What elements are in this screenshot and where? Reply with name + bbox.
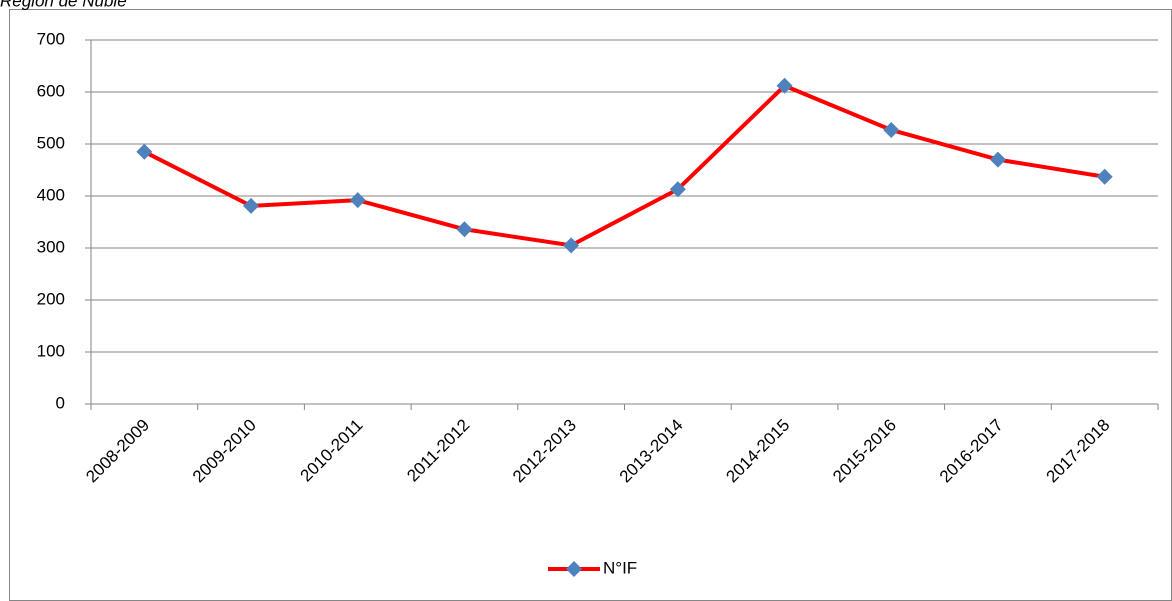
y-tick-label: 200 — [37, 289, 65, 308]
data-point — [1096, 168, 1113, 185]
data-point — [243, 197, 260, 214]
chart-title: Región de Ñuble — [0, 0, 127, 10]
y-tick-label: 400 — [37, 185, 65, 204]
chart-border — [9, 9, 1172, 601]
y-tick-label: 100 — [37, 341, 65, 360]
y-tick-label: 500 — [37, 133, 65, 152]
legend-label: N°IF — [603, 558, 637, 577]
series-line — [143, 83, 1105, 248]
data-point — [883, 121, 900, 138]
y-tick-label: 600 — [37, 81, 65, 100]
y-tick-label: 300 — [37, 237, 65, 256]
data-point — [563, 237, 580, 254]
y-tick-label: 0 — [56, 393, 65, 412]
data-point — [136, 143, 153, 160]
data-point — [989, 151, 1006, 168]
legend-marker — [566, 561, 582, 577]
y-tick-label: 700 — [37, 29, 65, 48]
data-point — [669, 181, 686, 198]
data-point — [776, 77, 793, 94]
data-point — [349, 192, 366, 209]
data-point — [456, 221, 473, 238]
